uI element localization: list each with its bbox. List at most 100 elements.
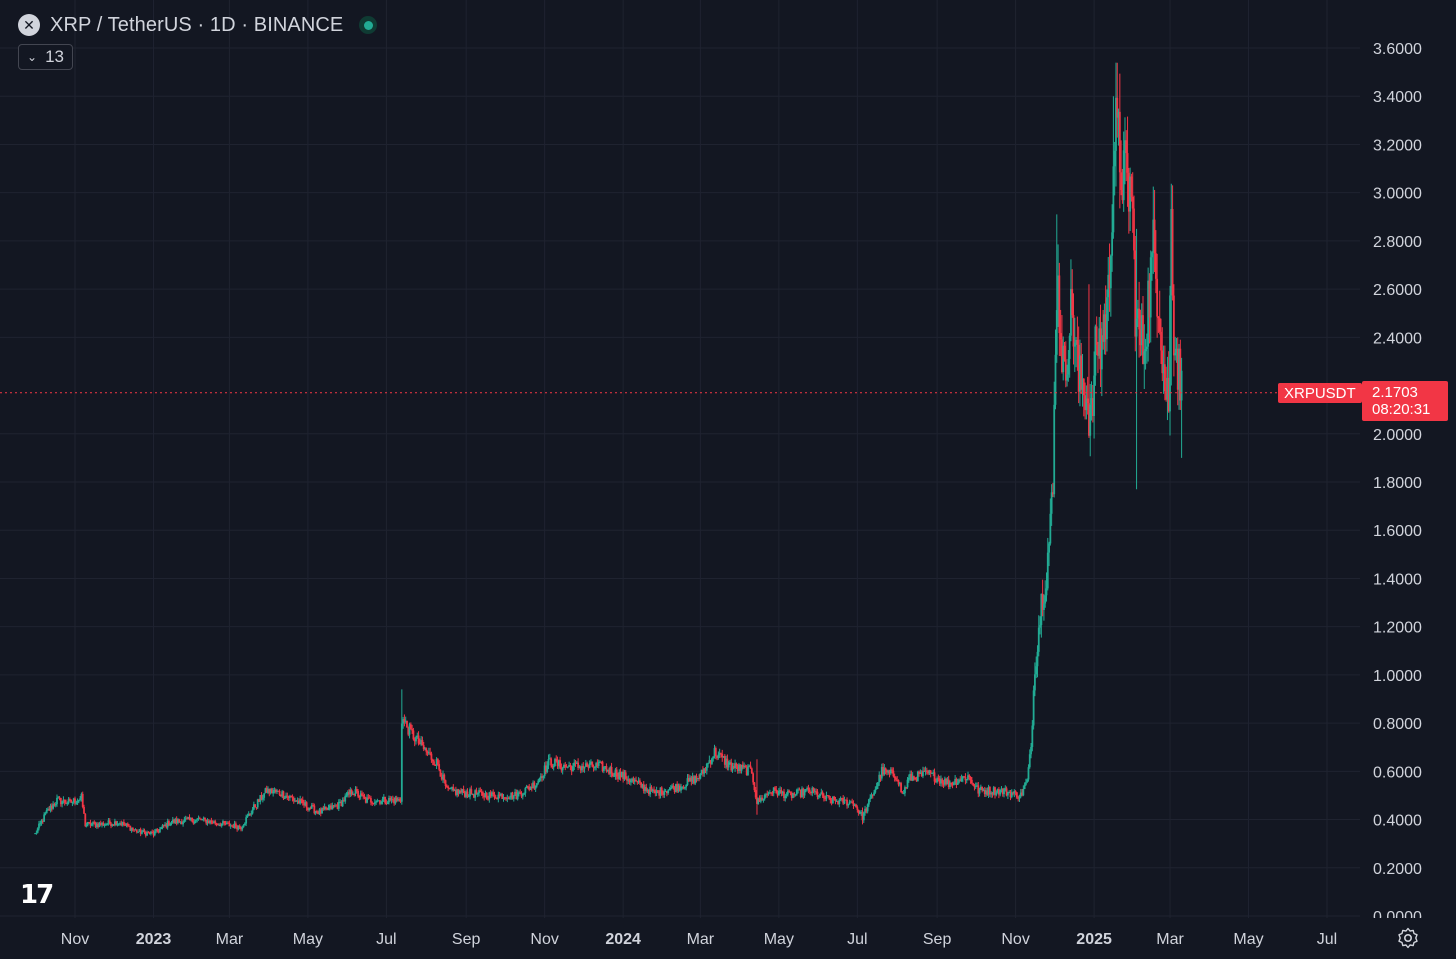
candles-layer bbox=[34, 62, 1183, 838]
candle-body bbox=[859, 812, 861, 814]
candle-body bbox=[602, 766, 605, 772]
candle-body bbox=[1019, 792, 1022, 797]
candle-body bbox=[816, 791, 819, 797]
candle-body bbox=[332, 805, 335, 807]
candle-body bbox=[1088, 403, 1090, 436]
candle-body bbox=[132, 828, 134, 830]
candle-body bbox=[647, 789, 650, 795]
candle-body bbox=[672, 785, 675, 788]
candle-body bbox=[938, 778, 941, 784]
candle-body bbox=[892, 770, 895, 777]
candle-body bbox=[855, 804, 857, 808]
candle-body bbox=[680, 787, 682, 791]
candle-body bbox=[379, 800, 381, 804]
candle-body bbox=[313, 805, 316, 814]
candle-body bbox=[362, 795, 365, 797]
candle-body bbox=[843, 799, 846, 804]
candle-body bbox=[1015, 792, 1018, 798]
x-tick-label: Nov bbox=[1001, 931, 1029, 948]
candle-body bbox=[518, 792, 520, 794]
candle-body bbox=[86, 821, 89, 825]
candle-body bbox=[551, 765, 554, 768]
x-tick-label: 2024 bbox=[605, 931, 641, 948]
y-tick-label: 2.8000 bbox=[1373, 234, 1422, 251]
price-axis-panel[interactable] bbox=[1360, 0, 1456, 918]
candle-body bbox=[1085, 398, 1088, 411]
candle-body bbox=[216, 823, 219, 825]
candle-body bbox=[500, 794, 502, 796]
candle-body bbox=[704, 768, 707, 771]
market-status-icon[interactable] bbox=[359, 16, 378, 34]
candle-body bbox=[1023, 784, 1026, 790]
candle-body bbox=[711, 758, 713, 764]
candle-body bbox=[175, 819, 178, 824]
candle-body bbox=[309, 807, 312, 809]
candle-body bbox=[633, 779, 636, 782]
candle-body bbox=[346, 792, 349, 796]
candle-body bbox=[708, 760, 711, 764]
candle-body bbox=[709, 760, 712, 764]
candle-body bbox=[70, 799, 73, 803]
candle-body bbox=[520, 793, 523, 797]
candle-body bbox=[234, 823, 237, 828]
time-axis-panel[interactable] bbox=[0, 918, 1456, 959]
candle-body bbox=[559, 760, 562, 768]
candle-body bbox=[1071, 288, 1074, 316]
candle-body bbox=[435, 758, 438, 766]
candle-body bbox=[146, 832, 148, 836]
candle-body bbox=[951, 783, 954, 786]
candle-body bbox=[352, 793, 354, 795]
candle-body bbox=[532, 782, 534, 789]
candle-body bbox=[219, 824, 222, 827]
last-price-label: 2.1703 08:20:31 bbox=[1362, 381, 1448, 421]
candle-body bbox=[1107, 274, 1110, 298]
candle-body bbox=[826, 795, 829, 797]
candle-body bbox=[937, 778, 940, 780]
candle-body bbox=[987, 786, 990, 795]
candle-body bbox=[1046, 552, 1049, 589]
candle-body bbox=[68, 799, 71, 801]
symbol-title[interactable]: XRP / TetherUS · 1D · BINANCE bbox=[50, 13, 344, 36]
candle-body bbox=[543, 765, 546, 777]
candle-body bbox=[651, 789, 654, 792]
time-axis[interactable]: Nov 2023 Mar May Jul Sep Nov 2024 Mar May Jul Sep No… bbox=[61, 931, 1337, 948]
y-tick-label: 3.2000 bbox=[1373, 137, 1422, 154]
candle-body bbox=[1115, 97, 1117, 151]
candle-body bbox=[933, 772, 936, 782]
tradingview-logo-icon[interactable]: 17 bbox=[20, 880, 54, 910]
candle-body bbox=[555, 759, 558, 762]
candle-body bbox=[726, 758, 729, 768]
candle-body bbox=[319, 809, 322, 814]
candle-body bbox=[403, 719, 406, 722]
candle-body bbox=[932, 772, 935, 774]
candle-body bbox=[626, 778, 628, 781]
candle-body bbox=[646, 789, 649, 791]
candle-body bbox=[943, 778, 946, 785]
candle-body bbox=[453, 790, 456, 792]
candle-body bbox=[530, 786, 533, 789]
candle-body bbox=[491, 792, 493, 797]
candle-body bbox=[168, 821, 170, 826]
candle-body bbox=[429, 752, 432, 754]
candle-body bbox=[730, 762, 733, 771]
indicators-toggle-button[interactable]: ⌄ 13 bbox=[18, 44, 73, 70]
candle-body bbox=[417, 735, 420, 744]
candle-body bbox=[954, 778, 957, 783]
candle-body bbox=[729, 762, 731, 764]
candle-body bbox=[225, 822, 228, 825]
candle-body bbox=[613, 775, 616, 777]
candle-body bbox=[1079, 355, 1081, 392]
settings-gear-icon[interactable] bbox=[1396, 926, 1420, 950]
candle-body bbox=[1066, 374, 1068, 381]
candle-body bbox=[1080, 355, 1083, 390]
candle-body bbox=[734, 763, 736, 768]
candle-body bbox=[973, 785, 976, 788]
candle-body bbox=[1109, 255, 1112, 289]
y-tick-label: 0.4000 bbox=[1373, 813, 1422, 830]
candle-body bbox=[1048, 543, 1050, 553]
candle-body bbox=[718, 753, 721, 755]
candle-body bbox=[1108, 274, 1111, 289]
candle-body bbox=[296, 800, 299, 802]
candle-body bbox=[537, 780, 540, 784]
